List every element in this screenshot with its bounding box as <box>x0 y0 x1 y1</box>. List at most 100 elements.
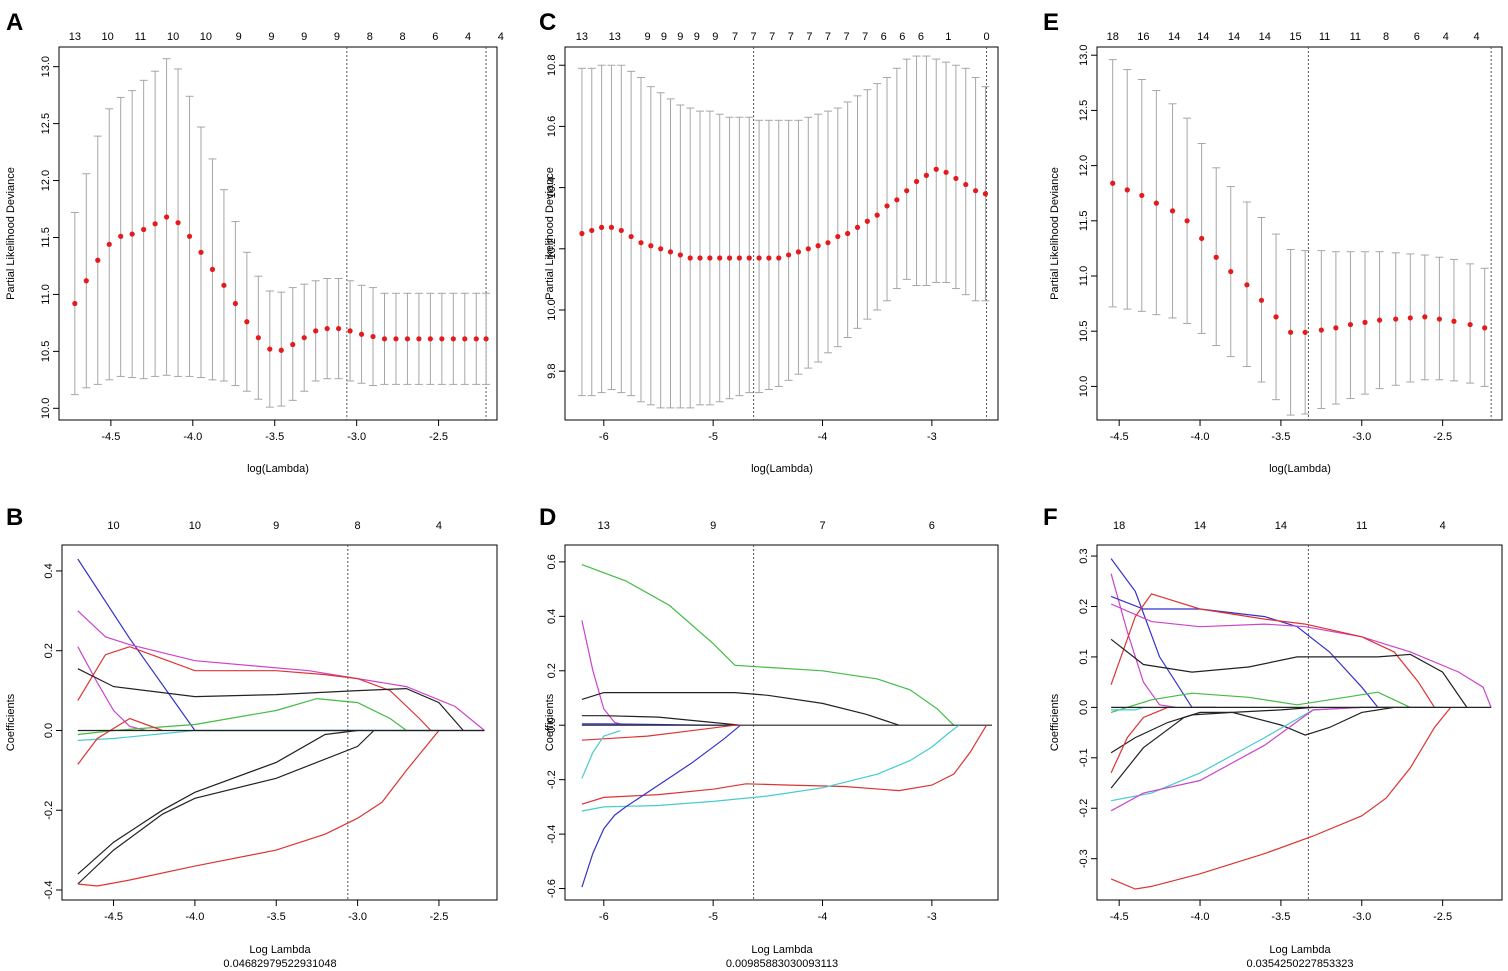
data-point <box>726 255 733 261</box>
x-tick-label: -6 <box>599 431 609 443</box>
coef-path-s3 <box>77 646 147 732</box>
x-axis-title: Log Lambda <box>249 944 311 956</box>
coef-path-s8 <box>77 717 163 765</box>
top-count-label: 9 <box>334 31 340 43</box>
data-point <box>795 249 802 255</box>
data-point <box>1407 315 1413 321</box>
data-point <box>404 336 411 342</box>
top-count-label: 7 <box>769 31 775 43</box>
x-tick-label: -6 <box>599 911 609 923</box>
data-point <box>244 319 250 325</box>
data-point <box>450 336 456 342</box>
data-point <box>163 214 170 220</box>
data-point <box>370 333 376 340</box>
top-count-label: 9 <box>712 31 718 43</box>
data-point <box>209 266 216 272</box>
top-count-label: 7 <box>844 31 850 43</box>
y-tick-label: 0.0 <box>1078 700 1090 715</box>
top-count-label: 10 <box>167 31 179 43</box>
y-axis-title: Coefficients <box>544 693 556 751</box>
top-count-label: 13 <box>609 31 621 43</box>
data-point <box>336 325 342 332</box>
coef-path-s14 <box>1110 707 1452 890</box>
y-tick-label: 11.0 <box>40 284 52 305</box>
data-point <box>845 230 851 237</box>
data-point <box>427 336 433 342</box>
y-tick-label: -0.2 <box>43 801 55 820</box>
data-point <box>129 231 135 237</box>
coef-path-s5 <box>1110 593 1436 708</box>
coef-path-s11 <box>77 730 440 887</box>
y-axis-title: Coefficients <box>5 693 17 751</box>
data-point <box>776 255 782 261</box>
data-point <box>864 218 870 224</box>
data-point <box>278 347 284 353</box>
top-count-label: 8 <box>355 520 361 532</box>
data-point <box>1110 180 1116 186</box>
data-point <box>697 255 703 261</box>
coef-path-s10 <box>1110 706 1168 774</box>
top-count-label: 7 <box>819 520 825 532</box>
data-point <box>786 252 792 258</box>
data-point <box>186 233 193 239</box>
y-tick-label: 10.0 <box>40 398 52 419</box>
top-count-label: 7 <box>862 31 868 43</box>
coef-path-s6 <box>1110 638 1468 708</box>
data-point <box>1302 329 1308 335</box>
coef-path-s12 <box>1110 706 1443 802</box>
x-tick-label: -3 <box>927 431 937 443</box>
top-count-label: 9 <box>661 31 667 43</box>
top-count-label: 6 <box>881 31 887 43</box>
x-tick-label: -4.0 <box>185 911 204 923</box>
x-tick-label: -5 <box>708 431 718 443</box>
plot-frame <box>1096 544 1503 901</box>
y-tick-label: 13.0 <box>40 56 52 77</box>
x-tick-label: -4.5 <box>1110 431 1129 443</box>
data-point <box>267 346 273 352</box>
top-count-label: 11 <box>1356 520 1367 532</box>
data-point <box>854 224 861 230</box>
top-count-label: 6 <box>1414 31 1420 43</box>
y-tick-label: 0.2 <box>1078 599 1090 614</box>
coef-path-s2 <box>1110 573 1176 708</box>
top-count-label: 9 <box>301 31 307 43</box>
coef-path-s2 <box>581 620 626 726</box>
y-tick-label: -0.6 <box>546 879 558 898</box>
top-count-label: 16 <box>1137 31 1149 43</box>
data-point <box>1153 200 1159 206</box>
top-count-label: 4 <box>1474 31 1480 43</box>
panel-letter: C <box>539 9 556 36</box>
y-tick-label: 0.0 <box>546 718 558 733</box>
y-tick-label: 0.3 <box>1078 548 1090 563</box>
x-tick-label: -3.0 <box>1352 431 1371 443</box>
coef-path-s1 <box>581 564 955 726</box>
data-point <box>381 336 388 342</box>
lambda-value: 0.0354250227853323 <box>1246 958 1353 970</box>
y-tick-label: 11.0 <box>1078 266 1090 287</box>
data-point <box>1228 268 1234 275</box>
y-tick-label: 10.2 <box>546 238 558 259</box>
panel-letter: D <box>539 504 556 531</box>
top-count-label: 9 <box>694 31 700 43</box>
panel-letter: F <box>1043 504 1058 531</box>
y-axis-title: Coefficients <box>1049 693 1061 751</box>
panel-c: C-6 -5 -4 -39.810.010.210.410.610.813 13 9 9 9 9… <box>539 9 999 475</box>
top-count-label: 7 <box>751 31 757 43</box>
data-point <box>658 246 664 252</box>
data-point <box>1482 325 1488 331</box>
data-point <box>1333 325 1339 331</box>
y-tick-label: 10.5 <box>40 341 52 362</box>
top-count-label: 4 <box>465 31 471 43</box>
coef-path-s11 <box>1110 706 1314 789</box>
top-count-label: 9 <box>677 31 683 43</box>
data-point <box>667 249 674 255</box>
coef-path-s7 <box>77 729 439 741</box>
data-point <box>1124 187 1130 193</box>
x-tick-label: -3 <box>927 911 937 923</box>
y-tick-label: 10.5 <box>1078 320 1090 341</box>
data-point <box>982 191 989 197</box>
top-count-label: 4 <box>1443 31 1449 43</box>
coef-path-s6 <box>77 697 407 736</box>
data-point <box>1184 218 1190 224</box>
top-count-label: 4 <box>1440 520 1446 532</box>
